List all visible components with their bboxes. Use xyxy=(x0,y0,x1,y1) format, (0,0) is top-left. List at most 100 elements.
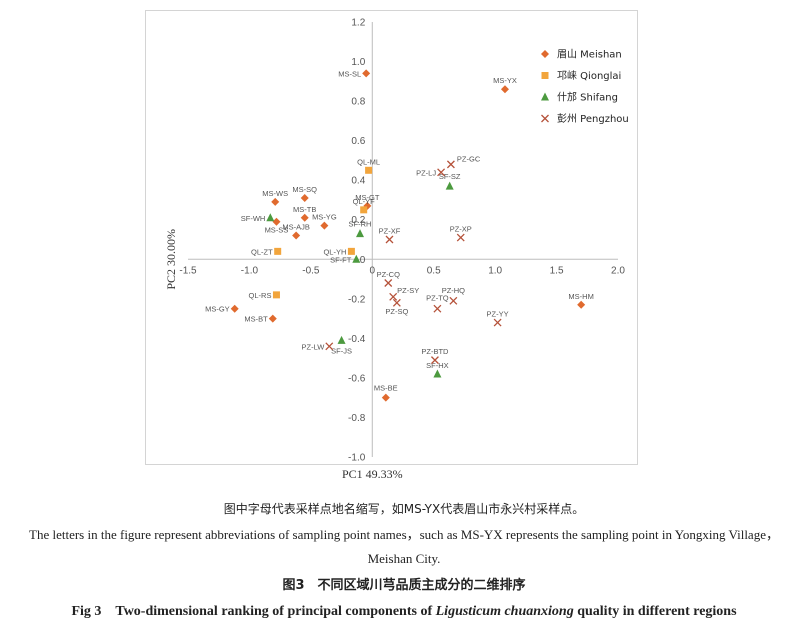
data-point-ms-bt xyxy=(268,314,277,323)
data-point-sf-ft xyxy=(352,254,361,263)
point-label-ql-ml: QL-ML xyxy=(357,157,380,166)
data-point-pz-tq xyxy=(433,304,442,313)
point-label-ms-gt: MS-GT xyxy=(355,193,380,202)
point-label-pz-sq: PZ-SQ xyxy=(385,307,408,316)
data-point-ms-gy xyxy=(230,304,239,313)
data-point-ms-be xyxy=(381,393,390,402)
point-label-pz-tq: PZ-TQ xyxy=(426,294,449,303)
point-label-pz-btd: PZ-BTD xyxy=(421,347,449,356)
data-point-ms-yg xyxy=(320,221,329,230)
point-label-pz-xf: PZ-XF xyxy=(379,227,401,236)
data-point-pz-xf xyxy=(385,235,394,244)
caption-note-cn: 图中字母代表采样点地名缩写，如MS-YX代表眉山市永兴村采样点。 xyxy=(223,502,585,516)
y-tick-label: 0.4 xyxy=(351,176,365,187)
x-tick-label: 1.0 xyxy=(488,265,502,276)
legend-marker-2 xyxy=(541,92,549,101)
data-point-sf-js xyxy=(337,335,346,344)
chart-frame xyxy=(145,10,638,465)
caption-note-en: The letters in the figure represent abbr… xyxy=(29,527,779,566)
data-point-pz-btd xyxy=(430,356,439,365)
data-point-ql-yf xyxy=(360,206,368,214)
point-label-ms-ss: MS-SS xyxy=(265,226,289,235)
point-label-pz-cq: PZ-CQ xyxy=(377,270,400,279)
y-tick-label: -0.2 xyxy=(348,294,366,305)
data-point-ms-sl xyxy=(362,69,371,78)
point-label-pz-yy: PZ-YY xyxy=(487,310,509,319)
y-tick-label: 0.2 xyxy=(351,215,365,226)
point-label-ms-sl: MS-SL xyxy=(338,69,361,78)
x-tick-label: -1.0 xyxy=(241,265,259,276)
data-point-ms-tb xyxy=(300,213,309,222)
point-label-ms-sq: MS-SQ xyxy=(292,185,317,194)
figure-title-en: Fig 3 Two-dimensional ranking of princip… xyxy=(0,600,808,620)
point-label-ql-zt: QL-ZT xyxy=(251,247,273,256)
point-label-ms-ajb: MS-AJB xyxy=(282,223,310,232)
point-label-pz-sy: PZ-SY xyxy=(397,286,419,295)
point-label-ms-hm: MS-HM xyxy=(568,292,593,301)
data-point-pz-gc xyxy=(446,160,455,169)
point-label-sf-js: SF-JS xyxy=(331,346,352,355)
point-label-ms-tb: MS-TB xyxy=(293,205,316,214)
point-label-ms-gy: MS-GY xyxy=(205,305,230,314)
data-point-sf-wh xyxy=(266,213,275,222)
y-tick-label: 0.6 xyxy=(351,136,365,147)
y-tick-label: 0 xyxy=(360,255,366,266)
pca-scatter-plot: -1.5 -1.0 -0.5 0 0.5 1.0 1.5 2.0 -1.0 -0.8 -0.6 -0.… xyxy=(164,18,629,481)
data-point-pz-yy xyxy=(493,318,502,327)
y-tick-label: -1.0 xyxy=(348,453,366,464)
legend-marker-3 xyxy=(541,114,549,123)
data-point-ql-zt xyxy=(274,247,282,255)
point-label-ms-yg: MS-YG xyxy=(312,213,337,222)
data-point-ql-ml xyxy=(365,166,373,174)
y-tick-label: -0.8 xyxy=(348,413,366,424)
legend-label-3: 彭州 Pengzhou xyxy=(557,112,629,125)
data-point-ms-ws xyxy=(271,197,280,206)
point-label-sf-wh: SF-WH xyxy=(241,214,266,223)
data-point-pz-sy xyxy=(389,292,398,301)
x-tick-label: 0.5 xyxy=(427,265,441,276)
y-tick-label: 1.2 xyxy=(351,18,365,29)
data-point-ms-ajb xyxy=(292,231,301,240)
data-point-pz-xp xyxy=(456,233,465,242)
point-label-ms-ws: MS-WS xyxy=(262,189,288,198)
legend-label-1: 邛崃 Qionglai xyxy=(557,70,621,82)
data-point-pz-lw xyxy=(325,342,334,351)
y-tick-label: 1.0 xyxy=(351,57,365,68)
point-label-pz-lj: PZ-LJ xyxy=(416,168,436,177)
y-tick-label: 0.8 xyxy=(351,97,365,108)
figure-title-en-prefix: Fig 3 Two-dimensional ranking of princip… xyxy=(71,604,436,619)
x-tick-label: -1.5 xyxy=(179,265,197,276)
point-label-ms-yx: MS-YX xyxy=(493,76,517,85)
point-label-pz-lw: PZ-LW xyxy=(302,342,326,351)
data-point-sf-rh xyxy=(356,229,364,238)
data-point-ms-sq xyxy=(300,193,309,202)
y-tick-label: -0.4 xyxy=(348,334,366,345)
legend-marker-0 xyxy=(541,50,549,58)
x-axis-title: PC1 49.33% xyxy=(342,467,403,480)
data-point-sf-sz xyxy=(445,181,454,190)
point-label-ql-yh: QL-YH xyxy=(323,247,346,256)
legend-label-0: 眉山 Meishan xyxy=(557,49,622,61)
data-point-ql-yh xyxy=(347,247,355,255)
data-point-pz-cq xyxy=(384,279,393,287)
data-point-pz-lj xyxy=(437,168,446,177)
x-tick-label: 0 xyxy=(370,265,376,276)
point-label-pz-gc: PZ-GC xyxy=(457,154,481,163)
data-point-pz-hq xyxy=(449,296,458,305)
data-point-ms-yx xyxy=(500,85,509,94)
data-point-sf-hx xyxy=(433,369,442,378)
figure-title-en-species: Ligusticum chuanxiong xyxy=(435,604,574,619)
legend-label-2: 什邡 Shifang xyxy=(557,91,618,104)
point-label-ms-be: MS-BE xyxy=(374,384,398,393)
data-point-ms-hm xyxy=(577,300,586,309)
data-point-ms-ss xyxy=(272,217,281,226)
point-label-sf-ft: SF-FT xyxy=(330,255,352,264)
legend-marker-1 xyxy=(541,72,549,79)
point-label-pz-hq: PZ-HQ xyxy=(442,286,465,295)
y-axis-title: PC2 30.00% xyxy=(164,229,178,290)
x-tick-label: 1.5 xyxy=(550,265,564,276)
data-point-ql-rs xyxy=(272,291,280,299)
figure-title-cn: 图3 不同区域川芎品质主成分的二维排序 xyxy=(282,578,526,593)
figure-title-en-suffix: quality in different regions xyxy=(573,604,737,619)
point-label-sf-sz: SF-SZ xyxy=(439,172,461,181)
